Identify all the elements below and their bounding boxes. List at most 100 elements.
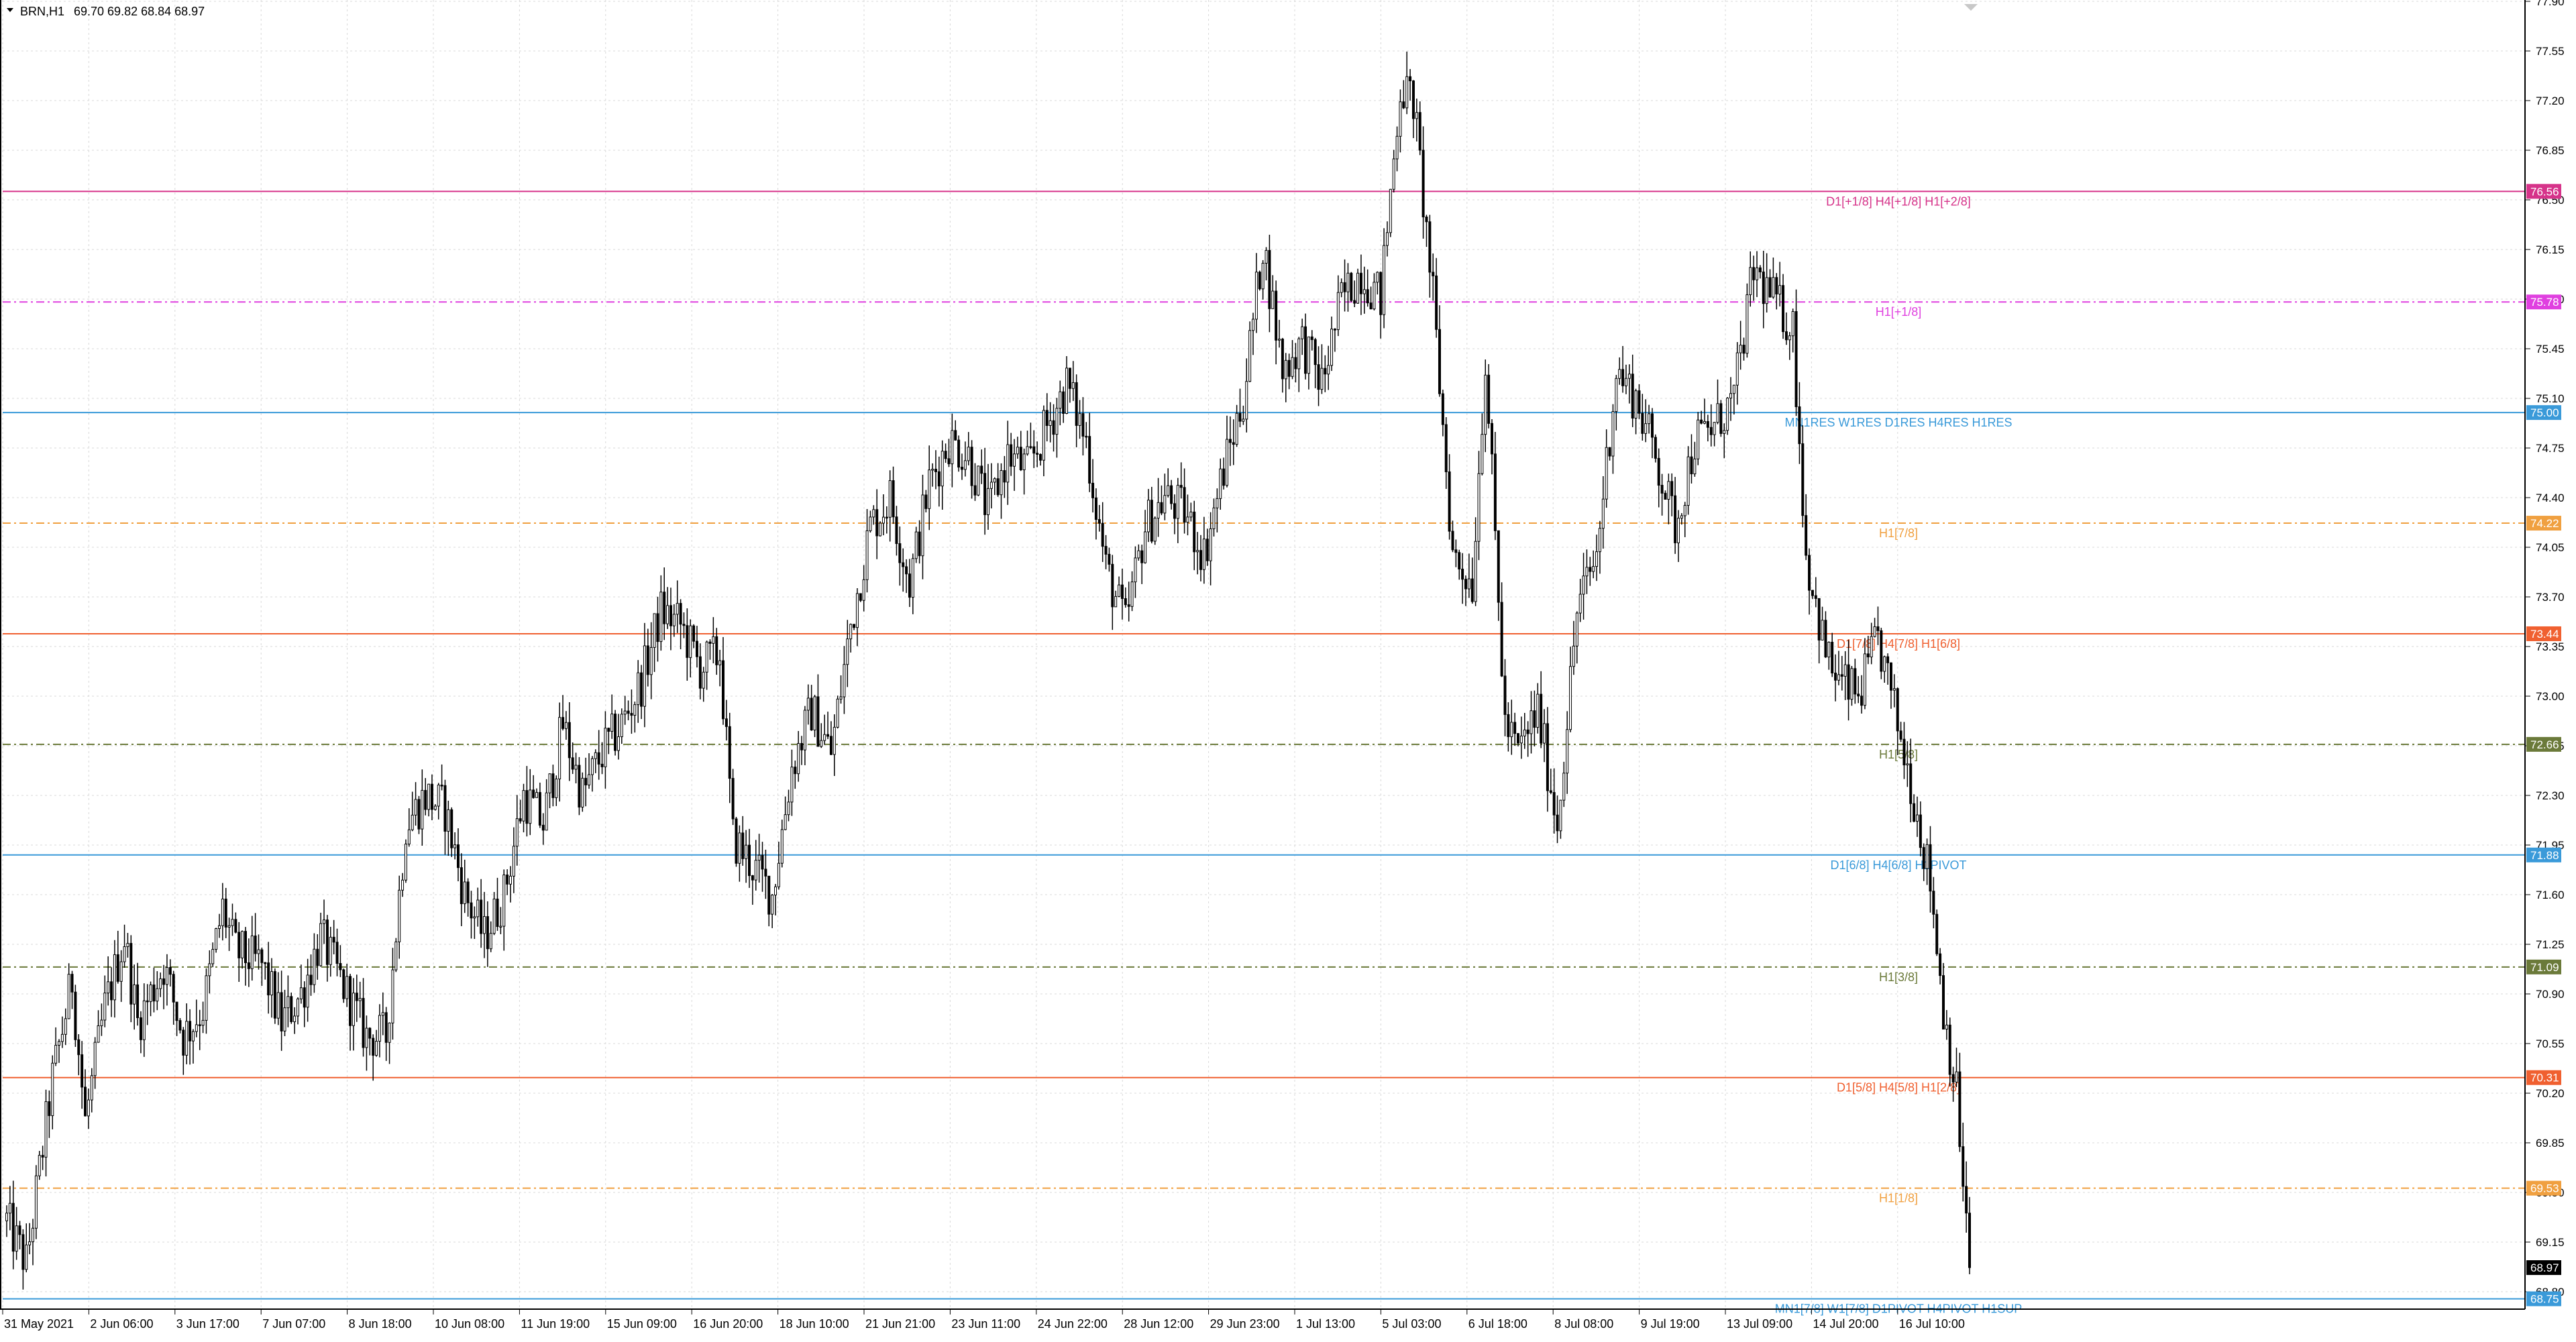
candle-body <box>947 458 951 465</box>
scroll-marker-icon[interactable] <box>1964 4 1978 11</box>
price-tags: 76.56 75.78 75.00 74.22 73.44 72.66 71.88 71.09… <box>2526 184 2561 1306</box>
candle-body <box>116 954 119 982</box>
level-label: H1[1/8] <box>1879 1192 1918 1205</box>
candle-body <box>1827 642 1831 658</box>
candle-body <box>159 978 162 989</box>
level-price-tag-text: 75.78 <box>2530 296 2559 309</box>
candle-body <box>666 605 669 624</box>
candle-body <box>1111 563 1114 608</box>
candle-body <box>146 1000 149 1003</box>
candle-body <box>283 1007 286 1031</box>
candle-body <box>110 981 113 1001</box>
candle-body <box>489 933 492 950</box>
candle-body <box>443 785 447 832</box>
candle-body <box>286 996 290 1009</box>
candle-body <box>1127 604 1130 607</box>
candle-body <box>1866 653 1870 658</box>
candle-body <box>1543 723 1546 744</box>
y-tick-label: 74.75 <box>2536 442 2565 455</box>
symbol-menu-icon[interactable] <box>7 8 13 12</box>
candle-body <box>97 1025 100 1043</box>
candle-body <box>1608 447 1611 457</box>
candle-body <box>1153 518 1157 542</box>
candle-body <box>1003 470 1006 483</box>
candle-body <box>172 974 175 1003</box>
candle-body <box>1297 338 1301 370</box>
candle-body <box>1310 336 1313 340</box>
candle-body <box>1517 733 1520 744</box>
candle-body <box>548 773 551 793</box>
candle-body <box>1756 267 1759 280</box>
candle-body <box>1680 515 1683 519</box>
candle-body <box>332 936 335 943</box>
candle-body <box>535 792 539 798</box>
candle-body <box>757 854 761 861</box>
candle-body <box>761 854 764 870</box>
candle-body <box>1902 738 1906 766</box>
candle-body <box>1313 339 1317 366</box>
candle-body <box>1582 575 1585 595</box>
candle-body <box>1134 557 1137 583</box>
candle-body <box>267 962 270 996</box>
candle-body <box>682 624 686 626</box>
candle-body <box>1425 216 1428 223</box>
candle-body <box>1726 398 1729 431</box>
candle-body <box>1402 101 1405 109</box>
candle-body <box>365 1027 368 1048</box>
candle-body <box>394 941 398 970</box>
candle-body <box>1284 359 1287 380</box>
candle-body <box>384 1012 388 1043</box>
candle-body <box>1432 272 1435 276</box>
candle-body <box>695 640 698 657</box>
x-tick-label: 8 Jun 18:00 <box>349 1317 412 1331</box>
candle-body <box>90 1075 93 1101</box>
candle-body <box>64 1018 67 1035</box>
candle-body <box>1353 300 1356 304</box>
candle-body <box>1935 913 1939 954</box>
candle-body <box>937 471 941 487</box>
level-price-tag-text: 75.00 <box>2530 406 2559 419</box>
candle-body <box>1627 374 1631 379</box>
candle-body <box>1242 418 1245 422</box>
candle-body <box>963 460 967 470</box>
y-tick-label: 71.25 <box>2536 938 2565 951</box>
candle-body <box>1062 391 1065 414</box>
candle-body <box>1732 384 1735 394</box>
candle-body <box>1304 326 1307 374</box>
candle-body <box>1915 814 1919 822</box>
candle-body <box>119 961 123 982</box>
candle-body <box>215 928 218 950</box>
candle-body <box>663 592 666 624</box>
candle-body <box>208 963 211 976</box>
candle-body <box>38 1155 41 1176</box>
grid <box>2 0 2525 1309</box>
candle-body <box>1379 272 1383 315</box>
candle-body <box>502 875 506 927</box>
level-price-tag-text: 72.66 <box>2530 738 2559 751</box>
level-price-tag-text: 76.56 <box>2530 185 2559 198</box>
candle-body <box>1648 413 1651 425</box>
candle-body <box>823 734 826 741</box>
candle-body <box>774 886 777 896</box>
candle-body <box>1415 112 1418 119</box>
candle-body <box>600 763 604 767</box>
candle-body <box>1189 511 1193 518</box>
candle-body <box>201 1019 205 1026</box>
candle-body <box>182 1029 185 1056</box>
candle-body <box>777 862 780 887</box>
level-label: H1[5/8] <box>1879 748 1918 761</box>
candle-body <box>718 660 722 665</box>
candle-body <box>1366 289 1369 304</box>
candle-body <box>492 898 496 934</box>
candle-body <box>339 963 342 970</box>
candle-body <box>175 1001 178 1021</box>
candle-body <box>1343 282 1346 292</box>
candle-body <box>1163 495 1167 514</box>
candle-body <box>1772 277 1775 298</box>
candle-body <box>352 993 355 1026</box>
candle-body <box>859 593 862 601</box>
candle-body <box>1464 579 1467 590</box>
candle-body <box>1275 290 1278 341</box>
